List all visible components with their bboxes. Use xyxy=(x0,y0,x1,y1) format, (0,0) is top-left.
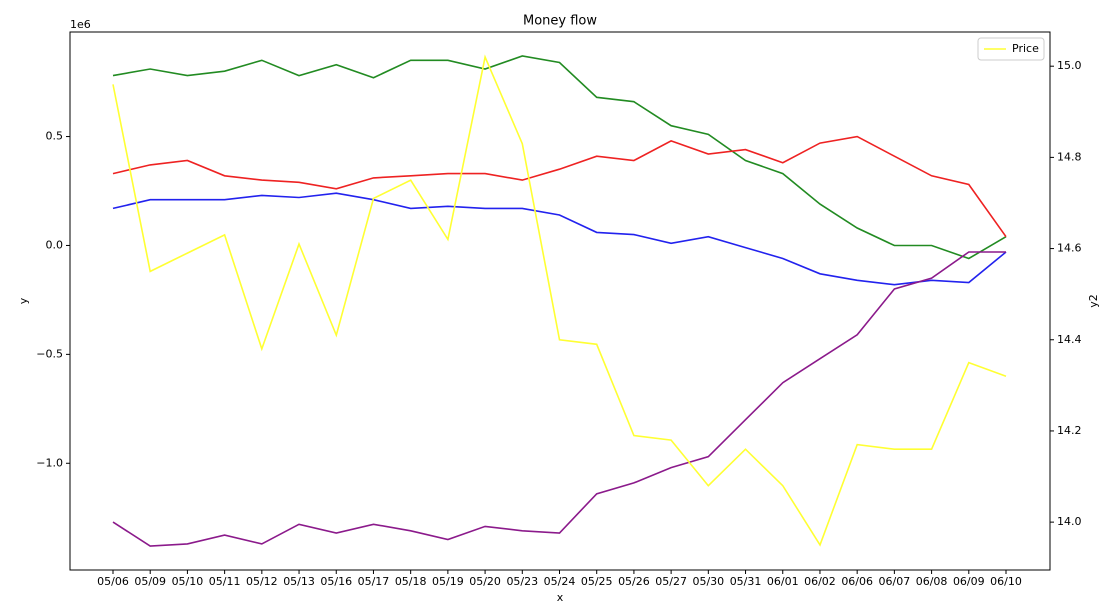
x-tick-label: 05/20 xyxy=(469,575,501,588)
x-tick-label: 05/27 xyxy=(655,575,687,588)
x-tick-label: 06/06 xyxy=(841,575,873,588)
x-tick-label: 06/09 xyxy=(953,575,985,588)
y-offset-label: 1e6 xyxy=(70,18,91,31)
x-tick-label: 06/02 xyxy=(804,575,836,588)
x-tick-label: 05/30 xyxy=(692,575,724,588)
legend-box xyxy=(977,37,1045,61)
y2-axis-label: y2 xyxy=(1087,294,1100,308)
y-tick-label: 0.0 xyxy=(46,238,64,251)
x-tick-label: 05/10 xyxy=(172,575,204,588)
x-tick-label: 05/11 xyxy=(209,575,241,588)
plot-frame xyxy=(69,31,1051,571)
x-tick-label: 05/23 xyxy=(506,575,538,588)
series-line xyxy=(112,55,1007,260)
x-tick-label: 05/16 xyxy=(320,575,352,588)
y2-tick-label: 14.0 xyxy=(1057,515,1082,528)
y2-tick-label: 14.6 xyxy=(1057,242,1082,255)
x-tick-label: 05/13 xyxy=(283,575,315,588)
y-tick-label: −1.0 xyxy=(36,456,63,469)
x-tick-label: 06/10 xyxy=(990,575,1022,588)
x-tick-label: 06/08 xyxy=(916,575,948,588)
y2-tick-label: 14.4 xyxy=(1057,333,1082,346)
chart-title: Money flow xyxy=(523,14,597,29)
y2-tick-label: 14.2 xyxy=(1057,424,1082,437)
series-line xyxy=(112,251,1006,547)
y2-tick-label: 14.8 xyxy=(1057,150,1082,163)
y-axis-label: y xyxy=(17,297,30,304)
x-tick-label: 05/17 xyxy=(358,575,390,588)
legend-label: Price xyxy=(1012,42,1039,55)
x-tick-label: 05/18 xyxy=(395,575,427,588)
x-tick-label: 05/12 xyxy=(246,575,278,588)
x-tick-label: 05/19 xyxy=(432,575,464,588)
x-axis-label: x xyxy=(557,591,564,604)
x-tick-label: 05/24 xyxy=(544,575,576,588)
x-tick-label: 05/31 xyxy=(730,575,762,588)
y-tick-label: 0.5 xyxy=(46,130,64,143)
x-tick-label: 05/06 xyxy=(97,575,129,588)
series-line xyxy=(112,192,1007,286)
x-tick-label: 05/26 xyxy=(618,575,650,588)
x-tick-label: 05/09 xyxy=(134,575,166,588)
x-tick-label: 05/25 xyxy=(581,575,613,588)
x-tick-label: 06/01 xyxy=(767,575,799,588)
y2-tick-label: 15.0 xyxy=(1057,59,1082,72)
y-tick-label: −0.5 xyxy=(36,347,63,360)
series-line xyxy=(112,135,1007,238)
x-tick-label: 06/07 xyxy=(879,575,911,588)
series-line xyxy=(112,54,1007,547)
